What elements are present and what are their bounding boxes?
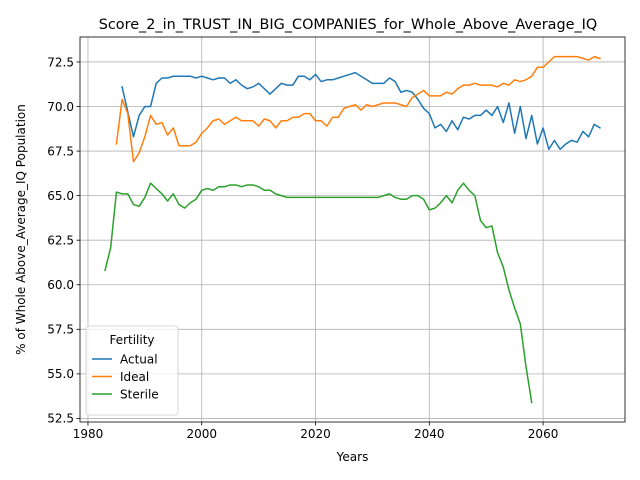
series-lines: [104, 55, 602, 404]
series-line-actual: [121, 71, 602, 151]
y-tick-label-72-5: 72.5: [47, 55, 74, 69]
x-axis-label: Years: [336, 450, 369, 464]
y-axis-label: % of Whole Above_Average_IQ Population: [14, 104, 28, 355]
y-tick-label-55-0: 55.0: [47, 367, 74, 381]
legend-label-ideal: Ideal: [120, 370, 149, 384]
chart-title: Score_2_in_TRUST_IN_BIG_COMPANIES_for_Wh…: [99, 17, 598, 33]
y-tick-label-52-5: 52.5: [47, 412, 74, 426]
y-tick-label-67-5: 67.5: [47, 144, 74, 158]
series-line-sterile: [104, 182, 533, 404]
axis-ticks: 1980 2000 2020 2040 2060 52.5 55.0 57.5 60.0 62.5…: [47, 55, 558, 441]
x-tick-label-2000: 2000: [186, 427, 217, 441]
legend-label-actual: Actual: [120, 352, 158, 366]
series-line-ideal: [115, 55, 601, 163]
y-tick-label-62-5: 62.5: [47, 233, 74, 247]
legend-label-sterile: Sterile: [120, 387, 159, 401]
y-tick-label-65-0: 65.0: [47, 189, 74, 203]
y-tick-label-70-0: 70.0: [47, 100, 74, 114]
y-tick-label-57-5: 57.5: [47, 323, 74, 337]
x-tick-label-1980: 1980: [73, 427, 104, 441]
legend-entries: Actual Ideal Sterile: [92, 352, 159, 401]
plot-frame: [79, 36, 626, 423]
legend-box: [85, 325, 179, 416]
x-tick-label-2020: 2020: [300, 427, 331, 441]
legend: Fertility Actual Ideal Sterile: [85, 325, 179, 416]
x-tick-label-2060: 2060: [528, 427, 559, 441]
y-tick-label-60-0: 60.0: [47, 278, 74, 292]
legend-title: Fertility: [109, 333, 154, 347]
x-tick-label-2040: 2040: [414, 427, 445, 441]
